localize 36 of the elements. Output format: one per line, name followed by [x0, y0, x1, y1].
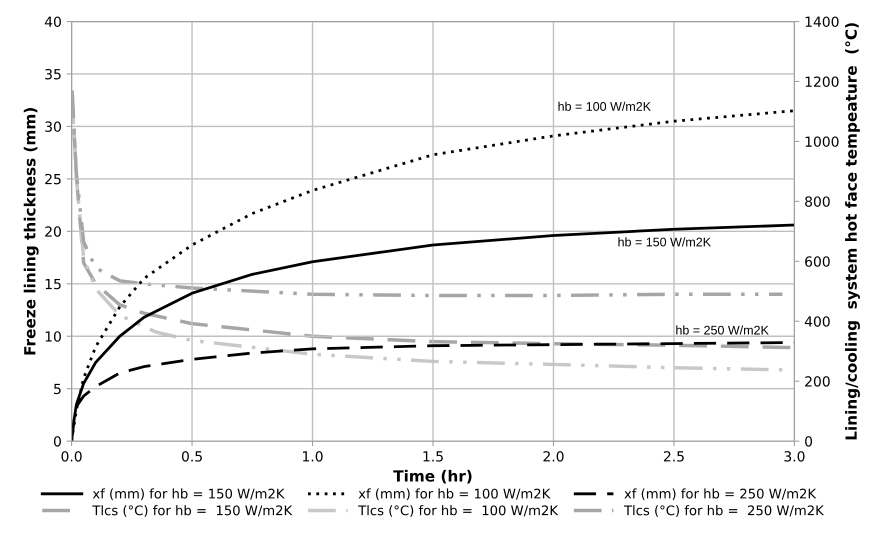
x-tick-label: 2.5 — [664, 451, 684, 462]
y-tick-label: 20 — [45, 226, 61, 237]
y-tick-label: 10 — [46, 331, 61, 342]
x-tick-label: 0.0 — [61, 451, 82, 462]
legend-label: Tlcs (°C) for hb = 150 W/m2K — [92, 505, 292, 517]
legend-label: xf (mm) for hb = 250 W/m2K — [624, 488, 816, 500]
y2-tick-label: 400 — [804, 316, 830, 327]
x-tick-label: 1.0 — [303, 451, 323, 462]
y2-tick-label: 1200 — [806, 76, 839, 87]
x-tick-label: 0.5 — [182, 451, 202, 462]
legend-label: xf (mm) for hb = 100 W/m2K — [358, 488, 551, 500]
y2-tick-label: 1000 — [806, 136, 839, 147]
annotation: hb = 250 W/m2K — [676, 325, 769, 335]
y-tick-label: 35 — [45, 68, 61, 80]
y-tick-label: 5 — [54, 384, 61, 394]
x-tick-label: 2.0 — [543, 451, 564, 462]
y-tick-label: 30 — [45, 121, 61, 132]
x-tick-label: 3.0 — [784, 451, 805, 462]
legend-label: xf (mm) for hb = 150 W/m2K — [92, 488, 285, 500]
legend-label: Tlcs (°C) for hb = 100 W/m2K — [358, 505, 558, 517]
annotation: hb = 100 W/m2K — [558, 102, 651, 111]
y-tick-label: 40 — [44, 16, 61, 27]
x-tick-label: 1.5 — [423, 451, 443, 462]
y2-tick-label: 200 — [805, 376, 830, 387]
y2-tick-label: 1400 — [806, 16, 839, 27]
x-axis-title: Time (hr) — [393, 470, 472, 484]
y2-tick-label: 0 — [805, 436, 812, 447]
y-tick-label: 15 — [46, 278, 61, 290]
y2-tick-label: 600 — [805, 256, 830, 267]
annotation: hb = 150 W/m2K — [618, 237, 711, 246]
y-axis-title: Freeze lining thickness (mm) — [24, 108, 39, 355]
y2-tick-label: 800 — [805, 196, 830, 207]
y-tick-label: 0 — [54, 436, 61, 447]
legend-label: Tlcs (°C) for hb = 250 W/m2K — [624, 505, 824, 517]
y2-axis-title: Lining/cooling system hot face tempeature (°C) — [845, 23, 860, 440]
y-tick-label: 25 — [45, 174, 61, 184]
